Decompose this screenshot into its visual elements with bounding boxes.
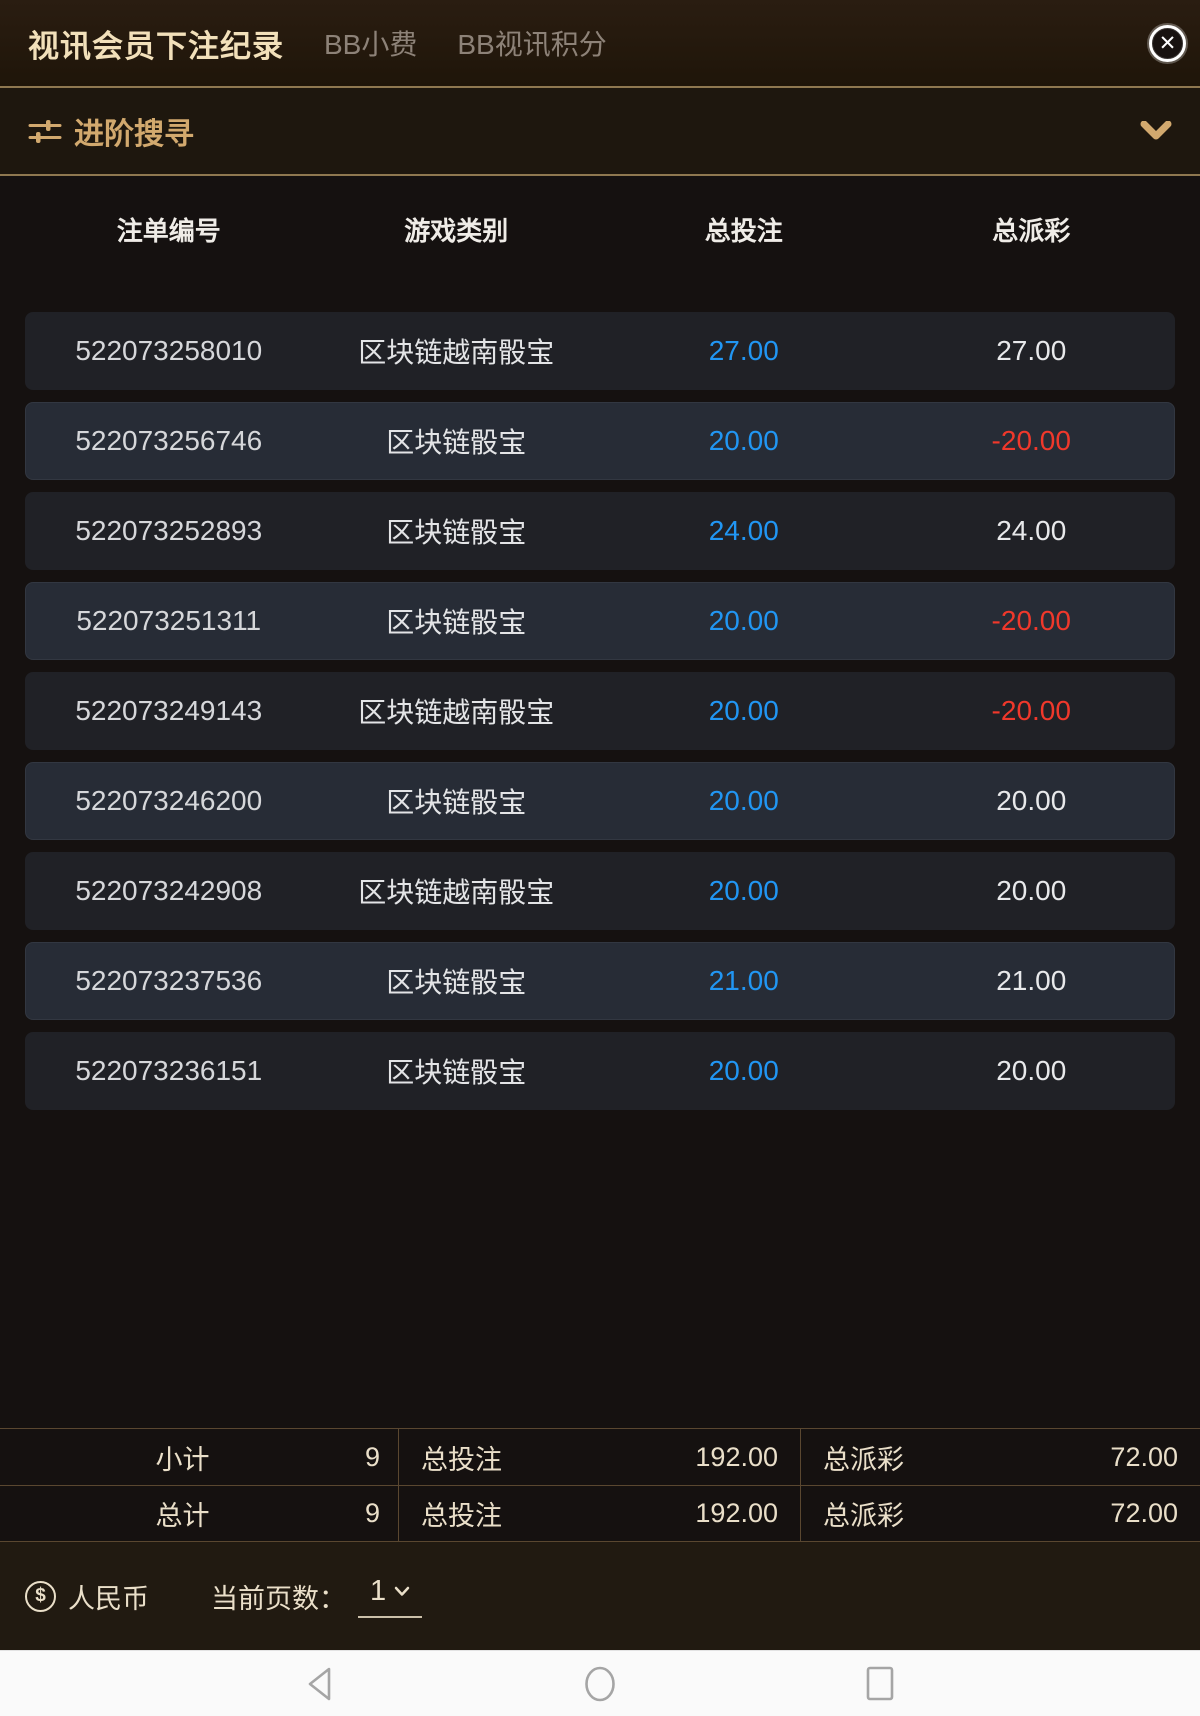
recents-square-icon [866,1666,894,1700]
game-category: 区块链骰宝 [386,427,527,458]
page-select[interactable]: 1 [358,1574,423,1618]
bet-id: 522073246200 [75,785,263,816]
summary-count: 9 [364,1441,380,1472]
total-bet-value: 20.00 [708,875,779,906]
table-row[interactable]: 522073236151 区块链骰宝 20.00 20.00 [25,1032,1175,1110]
total-payout-value: 27.00 [996,335,1067,366]
total-bet-value: 20.00 [708,1055,779,1086]
summary-payout-label: 总派彩 [823,1501,904,1531]
bet-records-table: 注单编号 游戏类别 总投注 总派彩 522073258010 区块链越南骰宝 2… [0,176,1200,1428]
summary-label: 小计 [155,1444,210,1475]
table-row[interactable]: 522073251311 区块链骰宝 20.00 -20.00 [25,582,1175,660]
footer-bar: $ 人民币 当前页数： 1 [0,1542,1200,1650]
table-row[interactable]: 522073249143 区块链越南骰宝 20.00 -20.00 [25,672,1175,750]
column-header-total-payout: 总派彩 [992,215,1071,246]
table-row[interactable]: 522073237536 区块链骰宝 21.00 21.00 [25,942,1175,1020]
chevron-down-icon[interactable] [1140,121,1172,141]
summary-payout-label: 总派彩 [823,1444,904,1475]
summary-payout-value: 72.00 [1110,1441,1178,1472]
page-select-value: 1 [370,1574,387,1607]
summary-count: 9 [364,1498,380,1528]
game-category: 区块链骰宝 [386,967,527,998]
total-payout-value: 20.00 [996,875,1067,906]
table-row[interactable]: 522073258010 区块链越南骰宝 27.00 27.00 [25,312,1175,390]
summary-table: 小计 9 总投注 192.00 总派彩 72.00 总计 9 总投注 192.0… [0,1428,1200,1542]
summary-bet-label: 总投注 [421,1444,502,1475]
summary-row: 总计 9 总投注 192.00 总派彩 72.00 [0,1485,1200,1541]
bet-id: 522073258010 [75,335,263,366]
advanced-search-label: 进阶搜寻 [74,118,194,151]
bet-id: 522073251311 [76,605,262,636]
summary-row: 小计 9 总投注 192.00 总派彩 72.00 [0,1429,1200,1485]
total-bet-value: 20.00 [708,425,779,456]
total-bet-value: 27.00 [708,335,779,366]
close-button[interactable]: ✕ [1149,24,1186,62]
chevron-down-small-icon [394,1586,410,1597]
game-category: 区块链骰宝 [386,517,527,548]
total-bet-value: 20.00 [708,695,779,726]
advanced-search-bar[interactable]: 进阶搜寻 [0,88,1200,176]
total-bet-value: 24.00 [708,515,779,546]
game-category: 区块链骰宝 [386,787,527,818]
currency-indicator: $ 人民币 [25,1577,149,1616]
total-bet-value: 20.00 [708,605,779,636]
table-body: 522073258010 区块链越南骰宝 27.00 27.00 5220732… [0,312,1200,1122]
nav-recents-button[interactable] [860,1664,900,1704]
table-header-row: 注单编号 游戏类别 总投注 总派彩 [0,176,1200,282]
bet-id: 522073242908 [75,875,263,906]
table-row[interactable]: 522073256746 区块链骰宝 20.00 -20.00 [25,402,1175,480]
android-nav-bar [0,1650,1200,1716]
back-triangle-icon [308,1667,331,1700]
current-page-label: 当前页数： [211,1583,346,1614]
total-payout-value: 20.00 [996,1055,1067,1086]
total-bet-value: 20.00 [708,785,779,816]
column-header-game-category: 游戏类别 [404,215,509,246]
nav-home-button[interactable] [580,1664,620,1704]
bet-id: 522073236151 [75,1055,263,1086]
total-bet-value: 21.00 [708,965,779,996]
column-header-total-bet: 总投注 [704,215,783,246]
bet-id: 522073252893 [75,515,263,546]
column-header-bet-id: 注单编号 [116,215,221,246]
game-category: 区块链骰宝 [386,1057,527,1088]
table-row[interactable]: 522073242908 区块链越南骰宝 20.00 20.00 [25,852,1175,930]
header: 视讯会员下注纪录 BB小费 BB视讯积分 ✕ [0,0,1200,88]
bet-id: 522073237536 [75,965,263,996]
page-title: 视讯会员下注纪录 [28,28,284,64]
summary-payout-value: 72.00 [1110,1498,1178,1528]
nav-back-button[interactable] [300,1664,340,1704]
game-category: 区块链越南骰宝 [358,697,555,728]
total-payout-value: 20.00 [996,785,1067,816]
total-payout-value: -20.00 [991,605,1071,636]
tab-bb-video-points[interactable]: BB视讯积分 [457,29,607,60]
summary-bet-value: 192.00 [695,1498,778,1528]
home-circle-icon [585,1666,615,1701]
currency-label: 人民币 [68,1583,149,1614]
game-category: 区块链越南骰宝 [358,877,555,908]
table-row[interactable]: 522073246200 区块链骰宝 20.00 20.00 [25,762,1175,840]
total-payout-value: 21.00 [996,965,1067,996]
bet-id: 522073249143 [75,695,263,726]
summary-bet-label: 总投注 [421,1501,502,1531]
total-payout-value: -20.00 [991,425,1071,456]
close-icon: ✕ [1158,31,1177,55]
tab-bb-tips[interactable]: BB小费 [324,29,418,60]
dollar-icon: $ [25,1580,56,1612]
table-row[interactable]: 522073252893 区块链骰宝 24.00 24.00 [25,492,1175,570]
filter-sliders-icon [28,117,62,145]
summary-bet-value: 192.00 [695,1441,778,1472]
game-category: 区块链越南骰宝 [358,337,555,368]
summary-label: 总计 [155,1501,210,1531]
total-payout-value: 24.00 [996,515,1067,546]
bet-id: 522073256746 [75,425,263,456]
total-payout-value: -20.00 [991,695,1071,726]
game-category: 区块链骰宝 [386,607,527,638]
